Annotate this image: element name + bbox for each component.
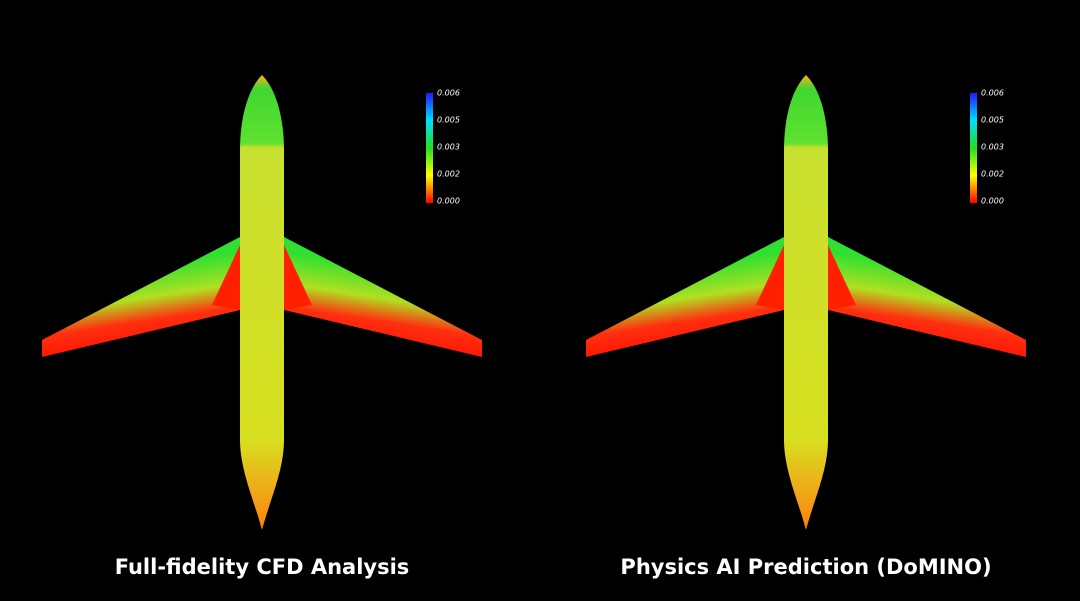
colorbar-label: 0.002: [437, 170, 460, 179]
airplane-cfd: [42, 75, 482, 530]
colorbar-label: 0.006: [981, 89, 1004, 98]
colorbar-label: 0.003: [437, 143, 460, 152]
colorbar-label: 0.002: [981, 170, 1004, 179]
colorbar-label: 0.005: [437, 116, 460, 125]
airplane-ai: [586, 75, 1026, 530]
colorbar: [970, 93, 977, 203]
colorbar-label: 0.006: [437, 89, 460, 98]
colorbar-label: 0.005: [981, 116, 1004, 125]
caption: Physics AI Prediction (DoMINO): [620, 555, 991, 579]
colorbar-label: 0.000: [981, 197, 1004, 206]
colorbar-label: 0.000: [437, 197, 460, 206]
colorbar: [426, 93, 433, 203]
colorbar-label: 0.003: [981, 143, 1004, 152]
caption: Full-fidelity CFD Analysis: [115, 555, 410, 579]
